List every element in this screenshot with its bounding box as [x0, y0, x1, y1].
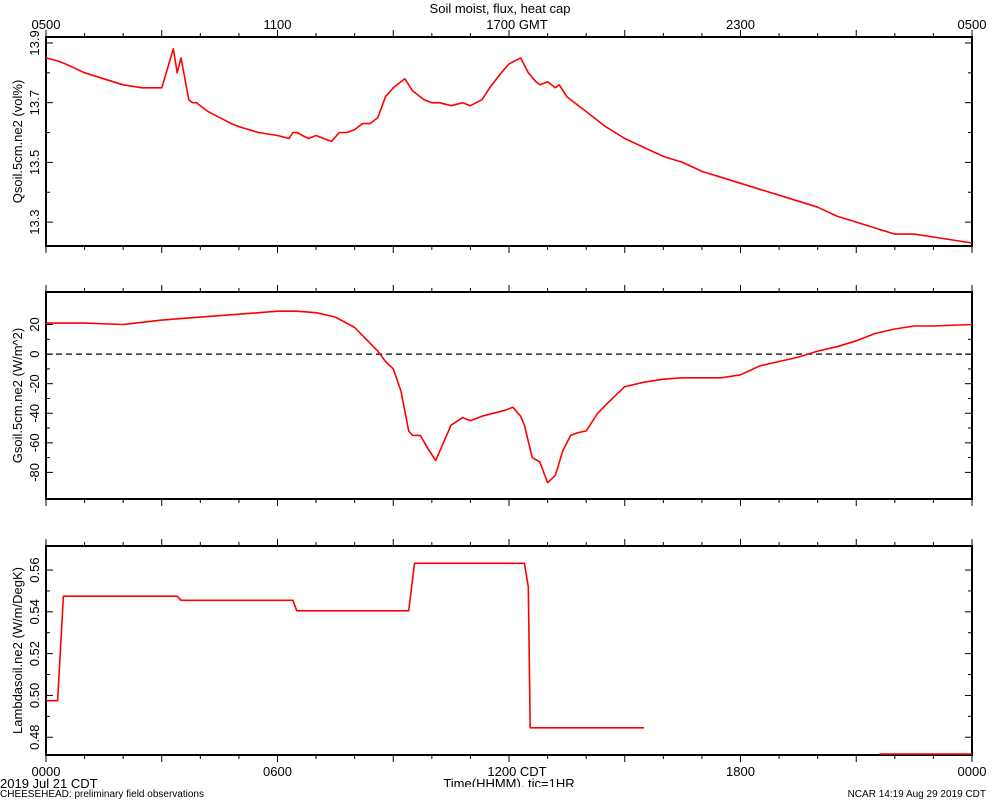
footer-right: NCAR 14:19 Aug 29 2019 CDT — [847, 789, 986, 800]
y-axis-label: Gsoil.5cm.ne2 (W/m^2) — [10, 328, 25, 463]
bottom-tick-label: 0000 — [958, 764, 987, 779]
y-tick-label: 13.3 — [27, 209, 42, 234]
date-label: 2019 Jul 21 CDT — [0, 776, 98, 791]
y-tick-label: -60 — [27, 433, 42, 452]
x-axis-label: Time(HHMM), tic=1HR — [443, 777, 575, 787]
chart-title: Soil moist, flux, heat cap — [429, 1, 571, 16]
top-tick-label: 1100 — [264, 17, 292, 32]
plot-frame — [45, 291, 973, 500]
top-tick-label: 1700 GMT — [486, 17, 547, 32]
y-tick-label: 20 — [27, 317, 42, 331]
bottom-tick-label: 0000 — [32, 764, 61, 779]
y-tick-label: 0 — [27, 350, 42, 357]
y-tick-label: 13.9 — [27, 30, 42, 55]
y-tick-label: -40 — [27, 404, 42, 423]
y-tick-label: 0.56 — [27, 557, 42, 582]
bottom-tick-label: 1200 CDT — [487, 764, 546, 779]
data-series-line — [46, 310, 973, 484]
top-tick-label: 0500 — [958, 17, 987, 32]
y-tick-label: -20 — [27, 374, 42, 393]
y-tick-label: 13.5 — [27, 150, 42, 175]
y-axis-label: Qsoil.5cm.ne2 (vol%) — [10, 80, 25, 204]
top-tick-label: 2300 — [726, 17, 755, 32]
plot-frame — [45, 545, 973, 756]
y-tick-label: 13.7 — [27, 90, 42, 115]
y-axis-label: Lambdasoil.ne2 (W/m/DegK) — [10, 567, 25, 734]
y-tick-label: 0.50 — [27, 683, 42, 708]
y-tick-label: 0.54 — [27, 599, 42, 624]
y-tick-label: 0.52 — [27, 641, 42, 666]
y-tick-label: 0.48 — [27, 725, 42, 750]
bottom-tick-label: 1800 — [726, 764, 755, 779]
y-tick-label: -80 — [27, 463, 42, 482]
bottom-tick-label: 0600 — [263, 764, 292, 779]
data-series-line — [45, 48, 973, 244]
data-series-line — [46, 562, 644, 729]
top-tick-label: 0500 — [32, 17, 61, 32]
footer-left: CHEESEHEAD: preliminary field observatio… — [0, 789, 204, 800]
